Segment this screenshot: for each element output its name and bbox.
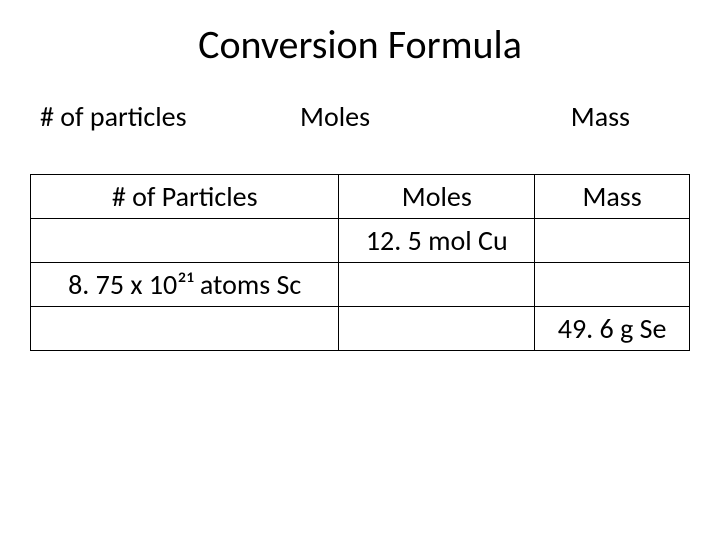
label-particles: # of particles (40, 99, 237, 134)
page-title: Conversion Formula (30, 20, 690, 69)
header-mass: Mass (535, 175, 690, 219)
table-row: 12. 5 mol Cu (31, 219, 690, 263)
header-moles: Moles (339, 175, 535, 219)
table-header-row: # of Particles Moles Mass (31, 175, 690, 219)
cell-particles-3 (31, 307, 339, 351)
table-row: 8. 75 x 10²¹ atoms Sc (31, 263, 690, 307)
cell-mass-1 (535, 219, 690, 263)
header-particles: # of Particles (31, 175, 339, 219)
conversion-table: # of Particles Moles Mass 12. 5 mol Cu 8… (30, 174, 690, 351)
cell-mass-2 (535, 263, 690, 307)
label-moles: Moles (237, 99, 434, 134)
cell-moles-3 (339, 307, 535, 351)
cell-particles-1 (31, 219, 339, 263)
cell-moles-1: 12. 5 mol Cu (339, 219, 535, 263)
table-row: 49. 6 g Se (31, 307, 690, 351)
cell-particles-2: 8. 75 x 10²¹ atoms Sc (31, 263, 339, 307)
label-mass: Mass (433, 99, 680, 134)
cell-moles-2 (339, 263, 535, 307)
labels-row: # of particles Moles Mass (30, 99, 690, 134)
cell-mass-3: 49. 6 g Se (535, 307, 690, 351)
